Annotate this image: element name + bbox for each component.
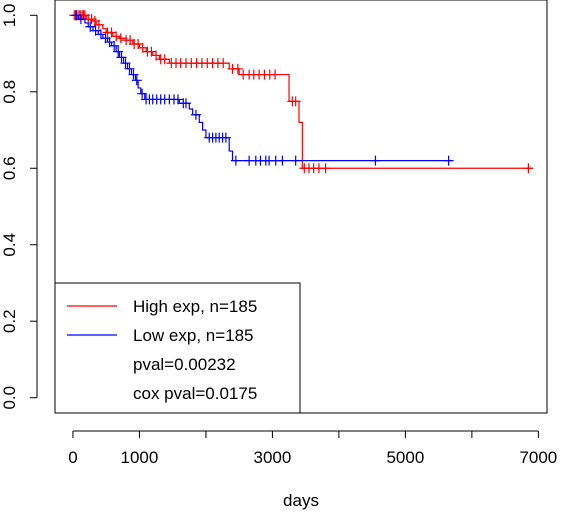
censor-mark	[159, 54, 170, 65]
x-tick-label: 1000	[121, 448, 159, 467]
y-tick-label: 1.0	[0, 3, 19, 27]
censor-mark	[111, 31, 122, 42]
censor-mark	[523, 163, 534, 174]
censor-mark	[113, 46, 124, 57]
censor-mark	[93, 19, 104, 30]
pval-text: pval=0.00232	[133, 355, 236, 374]
x-axis-label: days	[283, 491, 319, 510]
censor-mark	[120, 58, 131, 69]
censor-mark	[443, 155, 454, 166]
censor-mark	[230, 155, 241, 166]
series-high-exp	[69, 10, 534, 174]
censor-mark	[115, 33, 126, 44]
censor-mark	[290, 155, 301, 166]
censor-mark	[232, 63, 243, 74]
series-low-exp	[71, 10, 454, 166]
censor-mark	[124, 63, 135, 74]
censor-mark	[116, 52, 127, 63]
y-tick-label: 0.0	[0, 386, 19, 410]
censor-mark	[277, 155, 288, 166]
cox-pval-text: cox pval=0.0175	[133, 384, 257, 403]
censor-mark	[190, 109, 201, 120]
x-tick-label: 3000	[253, 448, 291, 467]
censor-mark	[220, 132, 231, 143]
legend-entry-high: High exp, n=185	[133, 297, 257, 316]
y-tick-label: 0.4	[0, 233, 19, 257]
y-tick-label: 0.2	[0, 309, 19, 333]
plot-area	[69, 10, 534, 174]
legend-entry-low: Low exp, n=185	[133, 326, 254, 345]
censor-mark	[131, 75, 142, 86]
censor-mark	[173, 94, 183, 105]
censor-mark	[75, 14, 86, 25]
censor-mark	[370, 155, 381, 166]
censor-mark	[85, 21, 96, 32]
legend-box	[54, 282, 301, 414]
x-tick-label: 5000	[386, 448, 424, 467]
y-tick-label: 0.6	[0, 156, 19, 180]
censor-mark	[290, 96, 301, 107]
censor-mark	[218, 58, 229, 69]
censor-mark	[320, 163, 331, 174]
x-tick-label: 0	[68, 448, 77, 467]
censor-mark	[180, 98, 191, 109]
censor-mark	[90, 25, 101, 36]
legend: High exp, n=185 Low exp, n=185 pval=0.00…	[54, 282, 301, 414]
censor-mark	[270, 69, 281, 80]
censor-mark	[137, 88, 148, 99]
plot-frame	[54, 0, 548, 414]
censor-mark	[109, 40, 120, 51]
axes: 0 1000 3000 5000 7000 0.0 0.2 0.4 0.6 0.8 1.0	[0, 0, 557, 467]
censor-mark	[128, 69, 139, 80]
x-tick-label: 7000	[519, 448, 557, 467]
y-tick-label: 0.8	[0, 80, 19, 104]
